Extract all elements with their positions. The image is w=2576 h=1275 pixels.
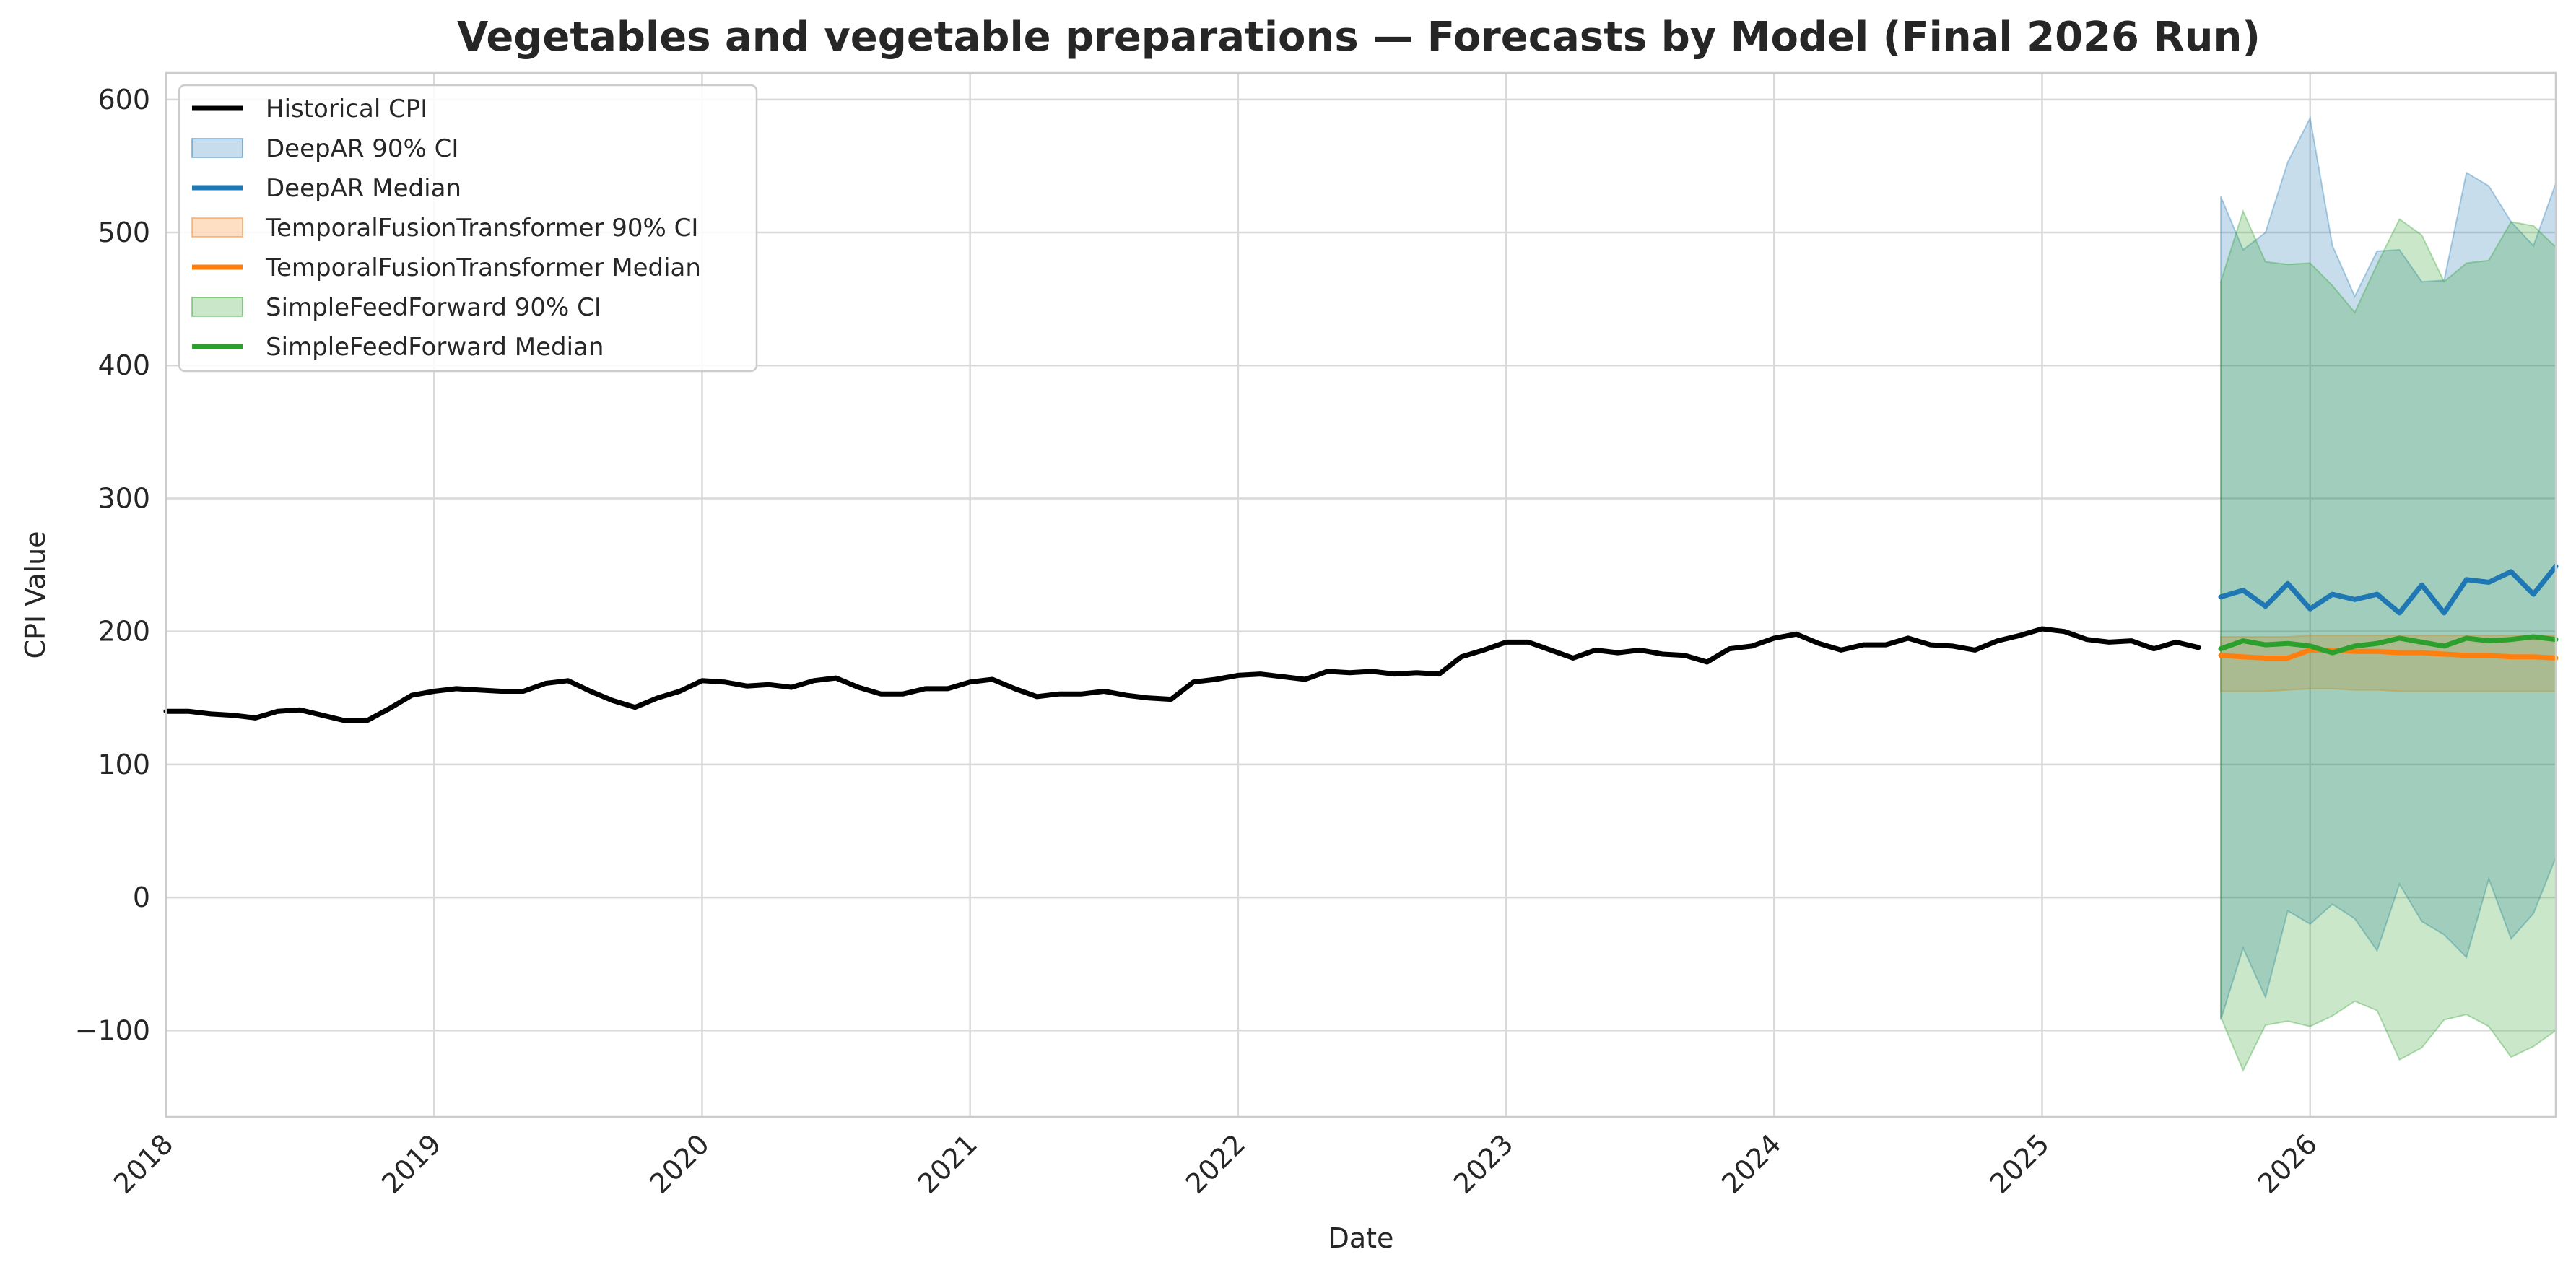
y-tick-label: 100 xyxy=(97,749,150,780)
legend-entry-label: TemporalFusionTransformer 90% CI xyxy=(265,214,698,243)
legend-entry-label: SimpleFeedForward Median xyxy=(266,333,604,362)
chart-title: Vegetables and vegetable preparations — … xyxy=(457,14,2260,61)
median-line-deepar xyxy=(2218,563,2559,616)
legend-entry-label: SimpleFeedForward 90% CI xyxy=(266,293,601,322)
legend-entry-label: DeepAR Median xyxy=(266,174,461,203)
legend-patch-swatch xyxy=(191,217,243,238)
legend: Historical CPI DeepAR 90% CI DeepAR Median… xyxy=(178,84,758,373)
legend-box xyxy=(178,84,758,373)
series-lines xyxy=(163,563,2559,723)
y-tick-label: 400 xyxy=(97,349,150,381)
ci-bands xyxy=(2220,116,2557,1072)
legend-entry-label: DeepAR 90% CI xyxy=(266,134,458,163)
y-tick-label: 600 xyxy=(97,84,150,116)
historical-cpi-line xyxy=(163,626,2201,723)
y-tick-label: 0 xyxy=(133,882,150,913)
y-tick-label: 200 xyxy=(97,616,150,648)
y-axis-label: CPI Value xyxy=(19,531,51,658)
legend-entry-label: Historical CPI xyxy=(266,95,427,123)
legend-entry-label: TemporalFusionTransformer Median xyxy=(265,253,701,282)
x-axis-label: Date xyxy=(1328,1222,1394,1254)
y-tick-label: 300 xyxy=(97,482,150,514)
y-tick-label: −100 xyxy=(75,1014,150,1046)
legend-patch-swatch xyxy=(191,297,243,317)
y-tick-label: 500 xyxy=(97,217,150,248)
plot-frame xyxy=(165,71,2557,1118)
median-line-temporalfusiontransformer xyxy=(2218,647,2559,661)
legend-patch-swatch xyxy=(191,138,243,158)
median-line-simplefeedforward xyxy=(2218,634,2559,656)
